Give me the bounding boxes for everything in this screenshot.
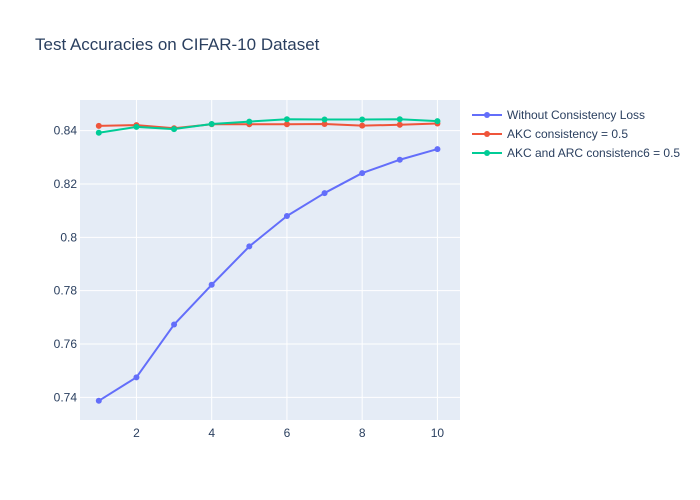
series-line [98,148,438,402]
data-point [321,121,328,127]
x-tick-label: 6 [284,426,291,440]
y-tick-label: 0.8 [60,230,77,244]
data-point [396,116,403,123]
legend-marker [484,150,490,156]
legend-marker [484,112,490,118]
legend: Without Consistency Loss AKC consistency … [472,108,680,160]
data-point [396,156,403,163]
series-layer [95,116,441,404]
data-point [208,281,215,288]
legend-label: Without Consistency Loss [507,108,645,122]
data-point [359,116,366,123]
data-point [133,374,140,381]
data-point [283,121,290,128]
data-point [359,122,366,129]
x-tick-label: 8 [359,426,366,440]
x-tick-label: 4 [208,426,215,440]
legend-label: AKC consistency = 0.5 [507,127,628,141]
data-point [246,243,253,250]
y-tick-label: 0.82 [54,177,78,191]
data-point [396,121,403,128]
data-point [95,129,102,136]
data-point [171,126,178,133]
legend-item-3[interactable]: AKC and ARC consistenc6 = 0.5 [472,146,680,160]
x-axis-ticks: 2 4 6 8 10 [133,426,444,440]
y-axis-ticks: 0.74 0.76 0.78 0.8 0.82 0.84 [54,124,78,405]
y-tick-label: 0.76 [54,337,78,351]
data-point [133,123,140,130]
data-point [95,122,102,129]
data-point [321,116,328,123]
data-point [283,213,290,219]
series-line [98,122,438,130]
legend-marker [484,131,490,137]
data-point [171,321,178,328]
chart-title: Test Accuracies on CIFAR-10 Dataset [35,35,320,54]
legend-item-1[interactable]: Without Consistency Loss [472,108,645,122]
series-line [98,118,438,134]
y-tick-label: 0.84 [54,124,78,138]
series-3 [95,116,441,136]
data-point [321,190,328,197]
series-1 [95,146,441,404]
x-tick-label: 10 [431,426,445,440]
y-tick-label: 0.78 [54,284,78,298]
y-tick-label: 0.74 [54,390,78,404]
legend-label: AKC and ARC consistenc6 = 0.5 [507,146,680,160]
x-tick-label: 2 [133,426,140,440]
data-point [208,121,215,127]
grid-layer [80,100,460,420]
data-point [359,170,366,177]
data-point [246,118,253,125]
data-point [434,118,441,125]
data-point [95,397,102,404]
legend-item-2[interactable]: AKC consistency = 0.5 [472,127,628,141]
data-point [283,116,290,123]
data-point [434,146,441,153]
plot-area [80,100,460,420]
